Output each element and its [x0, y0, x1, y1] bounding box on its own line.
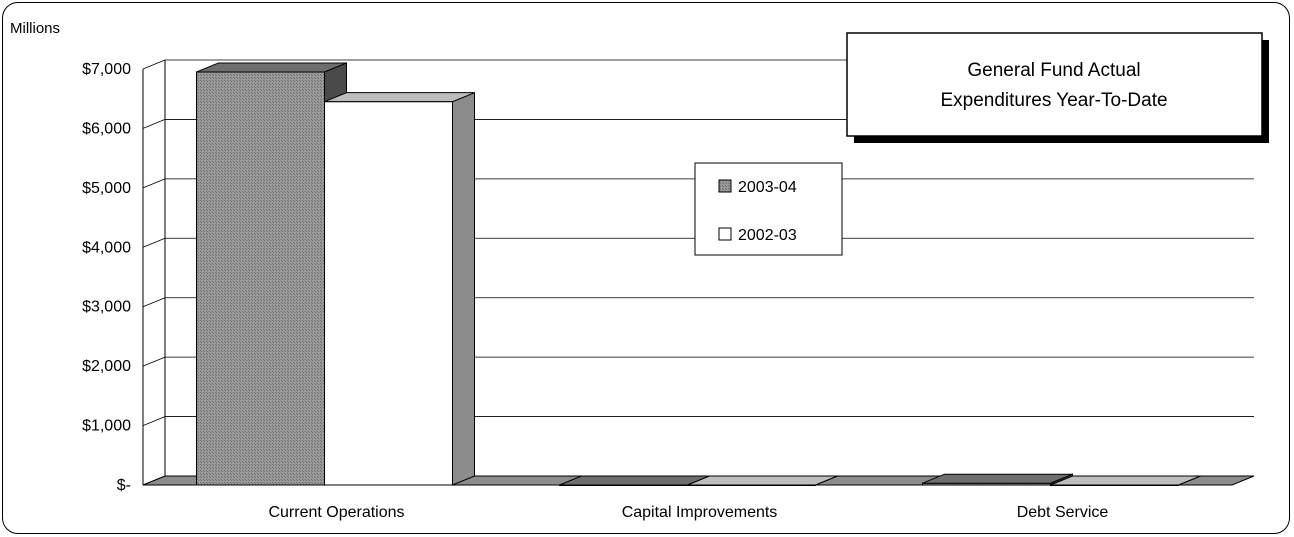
chart-title-line-1: General Fund Actual: [967, 60, 1140, 81]
legend-swatch-2003-04: [718, 179, 732, 193]
y-tick-label: $5,000: [82, 180, 131, 197]
side-wall-edge: [142, 356, 166, 367]
bars: [196, 62, 1201, 486]
bar-current-operations-2002-03-top: [324, 92, 475, 103]
bar-capital-improvements-2003-04-top: [559, 475, 710, 486]
bar-current-operations-2002-03-side: [452, 91, 475, 486]
bar-debt-service-2002-03-top: [1050, 475, 1201, 486]
side-wall-edge: [142, 59, 166, 70]
legend-label-2003-04: 2003-04: [738, 179, 797, 196]
y-tick-label: $-: [117, 477, 131, 494]
title-box: General Fund Actual Expenditures Year-To…: [846, 32, 1269, 143]
side-wall-edge: [142, 416, 166, 426]
side-wall-edge: [142, 119, 166, 129]
bar-current-operations-2003-04-top: [196, 62, 347, 73]
unit-label: Millions: [10, 20, 60, 37]
legend-label-2002-03: 2002-03: [738, 227, 797, 244]
y-tick-label: $3,000: [82, 299, 131, 316]
side-wall-edge: [142, 237, 166, 248]
x-category-label: Current Operations: [268, 504, 404, 521]
chart-title-line-2: Expenditures Year-To-Date: [940, 90, 1167, 111]
legend: 2003-04 2002-03: [694, 162, 843, 256]
bar-current-operations-2002-03: [324, 101, 453, 486]
bar-debt-service-2003-04-top: [922, 473, 1073, 484]
legend-swatch-2002-03: [718, 227, 732, 241]
side-wall-edge: [142, 475, 166, 486]
side-wall-edge: [142, 297, 166, 308]
side-wall-edge: [142, 178, 166, 189]
y-tick-label: $2,000: [82, 358, 131, 375]
x-category-label: Capital Improvements: [622, 504, 778, 521]
bar-current-operations-2003-04: [196, 71, 325, 486]
x-axis: Current Operations Capital Improvements De…: [268, 504, 1108, 521]
bar-capital-improvements-2002-03-top: [687, 475, 838, 486]
y-tick-label: $4,000: [82, 239, 131, 256]
y-tick-label: $7,000: [82, 61, 131, 78]
y-tick-label: $6,000: [82, 120, 131, 137]
y-tick-label: $1,000: [82, 418, 131, 435]
y-axis: $7,000 $6,000 $5,000 $4,000 $3,000 $2,000 $1,0…: [82, 59, 166, 494]
x-category-label: Debt Service: [1017, 504, 1109, 521]
